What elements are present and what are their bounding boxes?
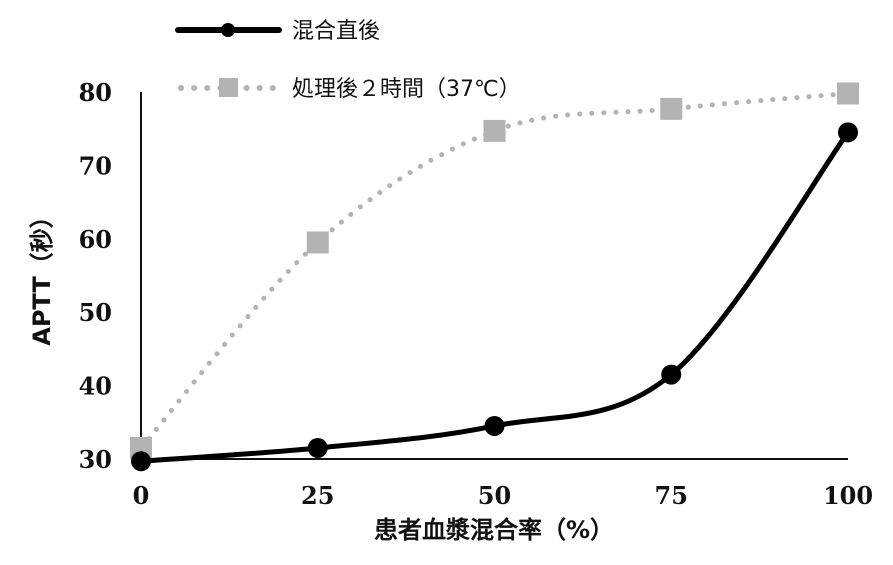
y-tick-labels: 30 40 50 60 70 80 (79, 78, 112, 474)
data-point-square (306, 231, 329, 254)
legend-label-2: 処理後２時間（37℃） (292, 77, 521, 102)
data-point-square (483, 119, 506, 142)
y-tick-label: 50 (79, 298, 112, 327)
y-tick-label: 30 (79, 445, 112, 474)
y-tick-label: 80 (79, 78, 112, 107)
legend-item-series-1: 混合直後 (175, 19, 380, 44)
x-axis-title: 患者血漿混合率（%） (374, 516, 614, 544)
legend-item-series-2: 処理後２時間（37℃） (178, 77, 521, 102)
series-line-2 (138, 90, 851, 451)
x-tick-label: 75 (655, 481, 688, 510)
data-point-circle (307, 437, 328, 458)
legend-swatch-marker-2 (219, 78, 238, 97)
x-tick-label: 100 (823, 481, 873, 510)
x-tick-label: 25 (301, 481, 334, 510)
data-point-square (660, 97, 683, 120)
data-point-circle (484, 415, 505, 436)
legend-label-1: 混合直後 (292, 19, 380, 44)
legend: 混合直後 処理後２時間（37℃） (175, 19, 521, 102)
y-axis-title: APTT（秒） (28, 204, 56, 345)
y-tick-label: 40 (79, 372, 112, 401)
data-point-circle (131, 451, 151, 472)
data-point-circle (838, 122, 858, 143)
x-tick-label: 50 (478, 481, 511, 510)
x-tick-label: 0 (133, 481, 150, 510)
series-layer (130, 82, 859, 472)
data-point-square (837, 82, 859, 105)
x-tick-labels: 0 25 50 75 100 (133, 481, 873, 510)
y-tick-label: 70 (79, 151, 112, 180)
y-tick-label: 60 (79, 225, 112, 254)
data-point-circle (661, 364, 682, 385)
legend-swatch-marker-1 (221, 23, 235, 37)
series-line-1 (138, 129, 851, 464)
